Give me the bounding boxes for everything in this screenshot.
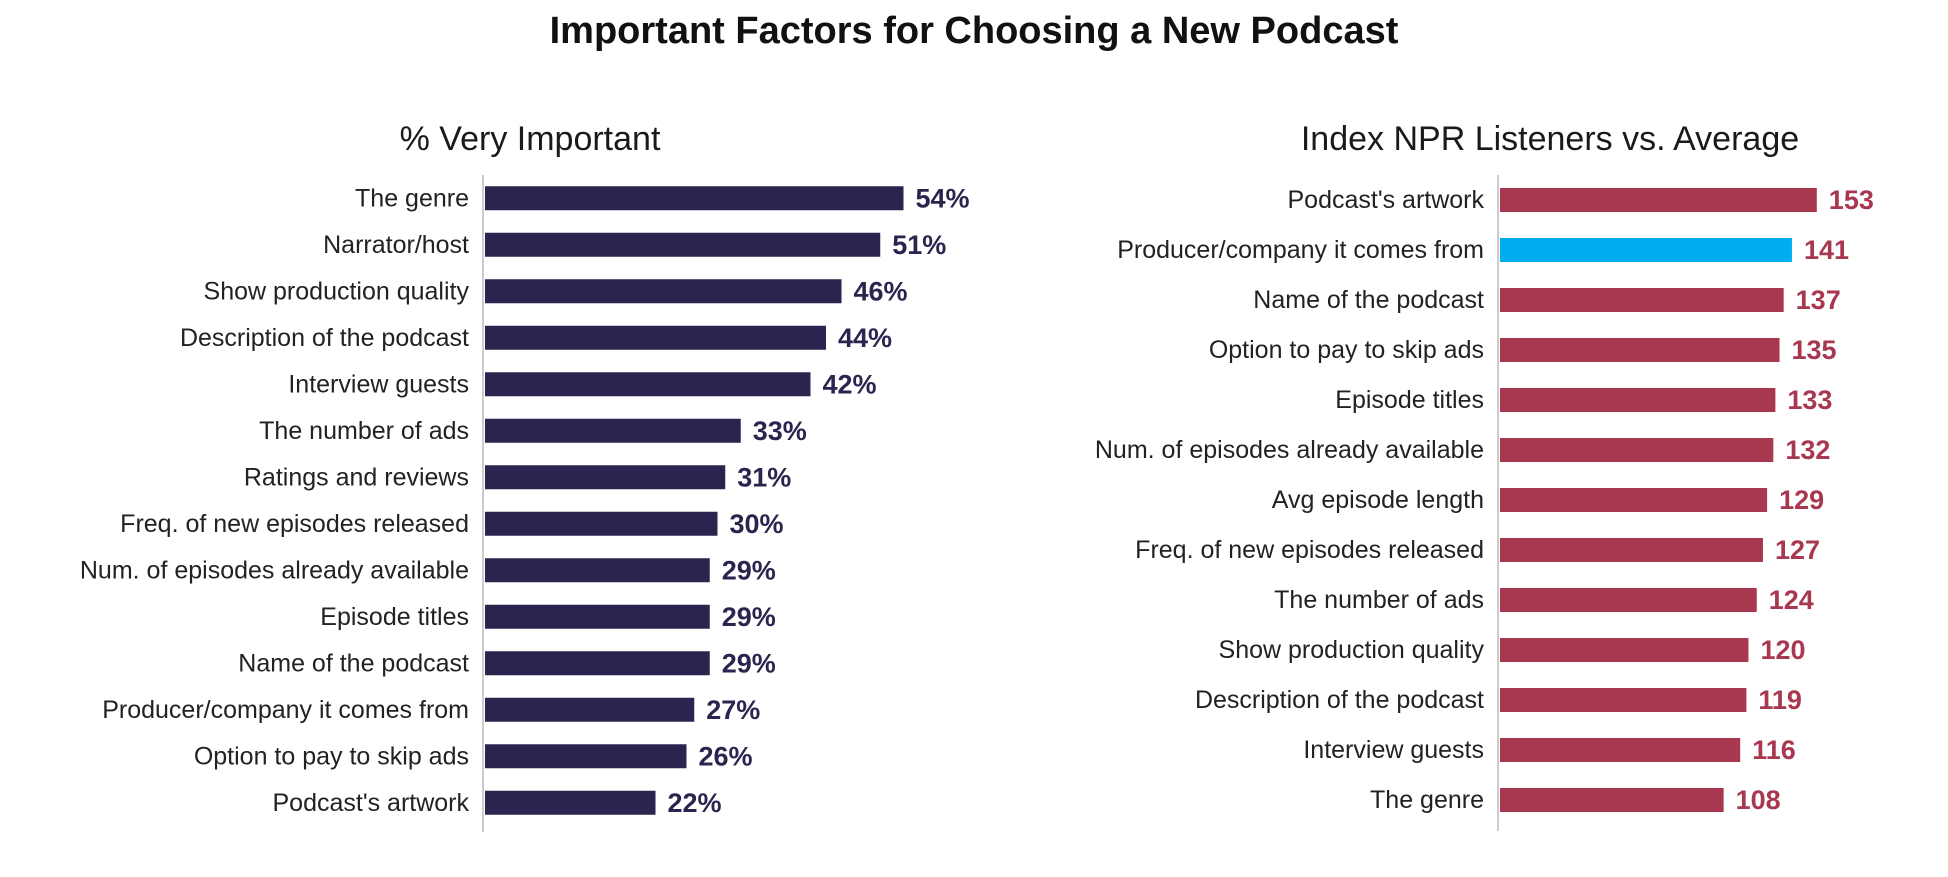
category-label: The number of ads xyxy=(259,417,469,445)
value-label: 132 xyxy=(1785,435,1830,465)
category-label: The number of ads xyxy=(1274,586,1484,614)
bar xyxy=(1500,488,1768,512)
bar xyxy=(1500,288,1784,312)
category-label: The genre xyxy=(1370,786,1484,814)
value-label: 51% xyxy=(892,230,946,260)
right-bar-chart: Podcast's artwork 153 Producer/company it … xyxy=(1095,175,1874,831)
category-label: Name of the podcast xyxy=(1253,286,1484,314)
bar xyxy=(1500,638,1749,662)
value-label: 42% xyxy=(823,369,877,399)
bar xyxy=(485,697,695,722)
bar xyxy=(485,279,842,304)
category-label: Freq. of new episodes released xyxy=(1135,536,1484,564)
category-label: Num. of episodes already available xyxy=(1095,436,1484,464)
category-label: Interview guests xyxy=(288,370,469,398)
bar xyxy=(1500,338,1780,362)
chart-main-title: Important Factors for Choosing a New Pod… xyxy=(549,10,1399,52)
bar xyxy=(485,558,710,583)
bar xyxy=(485,465,726,490)
left-chart-title: % Very Important xyxy=(399,120,661,158)
category-label: Show production quality xyxy=(1219,636,1485,664)
value-label: 54% xyxy=(916,183,970,213)
value-label: 137 xyxy=(1796,285,1841,315)
bar xyxy=(485,232,881,257)
value-label: 27% xyxy=(706,695,760,725)
bar xyxy=(1500,388,1776,412)
value-label: 22% xyxy=(668,788,722,818)
value-label: 46% xyxy=(854,276,908,306)
bar xyxy=(1500,438,1774,462)
category-label: Podcast's artwork xyxy=(1287,186,1484,214)
category-label: The genre xyxy=(355,184,469,212)
value-label: 30% xyxy=(730,509,784,539)
value-label: 129 xyxy=(1779,485,1824,515)
value-label: 127 xyxy=(1775,535,1820,565)
bar xyxy=(1500,738,1741,762)
right-chart-panel: Index NPR Listeners vs. Average Podcast'… xyxy=(1030,120,1948,860)
category-label: Producer/company it comes from xyxy=(1117,236,1484,264)
bar xyxy=(1500,538,1763,562)
value-label: 108 xyxy=(1736,785,1781,815)
value-label: 120 xyxy=(1760,635,1805,665)
category-label: Option to pay to skip ads xyxy=(1209,336,1484,364)
value-label: 33% xyxy=(753,416,807,446)
bar xyxy=(1500,788,1724,812)
bar xyxy=(485,186,904,211)
highlighted-bar xyxy=(1500,238,1792,262)
value-label: 116 xyxy=(1752,735,1796,765)
category-label: Episode titles xyxy=(1335,386,1484,414)
bar xyxy=(485,744,687,769)
category-label: Num. of episodes already available xyxy=(80,556,469,584)
category-label: Ratings and reviews xyxy=(244,463,469,491)
value-label: 119 xyxy=(1758,685,1802,715)
bar xyxy=(485,372,811,397)
value-label: 141 xyxy=(1804,235,1849,265)
value-label: 135 xyxy=(1792,335,1837,365)
bar xyxy=(1500,688,1747,712)
category-label: Description of the podcast xyxy=(180,324,469,352)
category-label: Name of the podcast xyxy=(238,649,469,677)
category-label: Show production quality xyxy=(204,277,470,305)
bar xyxy=(485,790,656,815)
value-label: 29% xyxy=(722,648,776,678)
left-bar-chart: The genre 54% Narrator/host 51% Show product… xyxy=(80,175,970,832)
value-label: 44% xyxy=(838,323,892,353)
bar xyxy=(485,418,741,443)
left-chart-panel: % Very Important The genre 54% Narrator/ho… xyxy=(0,120,1030,860)
bar xyxy=(1500,588,1757,612)
value-label: 31% xyxy=(737,462,791,492)
value-label: 153 xyxy=(1829,185,1874,215)
value-label: 29% xyxy=(722,555,776,585)
bar xyxy=(1500,188,1817,212)
category-label: Avg episode length xyxy=(1272,486,1484,514)
category-label: Narrator/host xyxy=(323,231,469,259)
bar xyxy=(485,651,710,676)
category-label: Option to pay to skip ads xyxy=(194,742,469,770)
category-label: Producer/company it comes from xyxy=(102,696,469,724)
right-chart-title: Index NPR Listeners vs. Average xyxy=(1300,120,1800,158)
bar xyxy=(485,325,826,350)
value-label: 26% xyxy=(699,741,753,771)
value-label: 133 xyxy=(1787,385,1832,415)
category-label: Interview guests xyxy=(1303,736,1484,764)
value-label: 124 xyxy=(1769,585,1814,615)
category-label: Podcast's artwork xyxy=(272,789,469,817)
category-label: Episode titles xyxy=(320,603,469,631)
category-label: Freq. of new episodes released xyxy=(120,510,469,538)
category-label: Description of the podcast xyxy=(1195,686,1484,714)
value-label: 29% xyxy=(722,602,776,632)
bar xyxy=(485,604,710,629)
bar xyxy=(485,511,718,536)
